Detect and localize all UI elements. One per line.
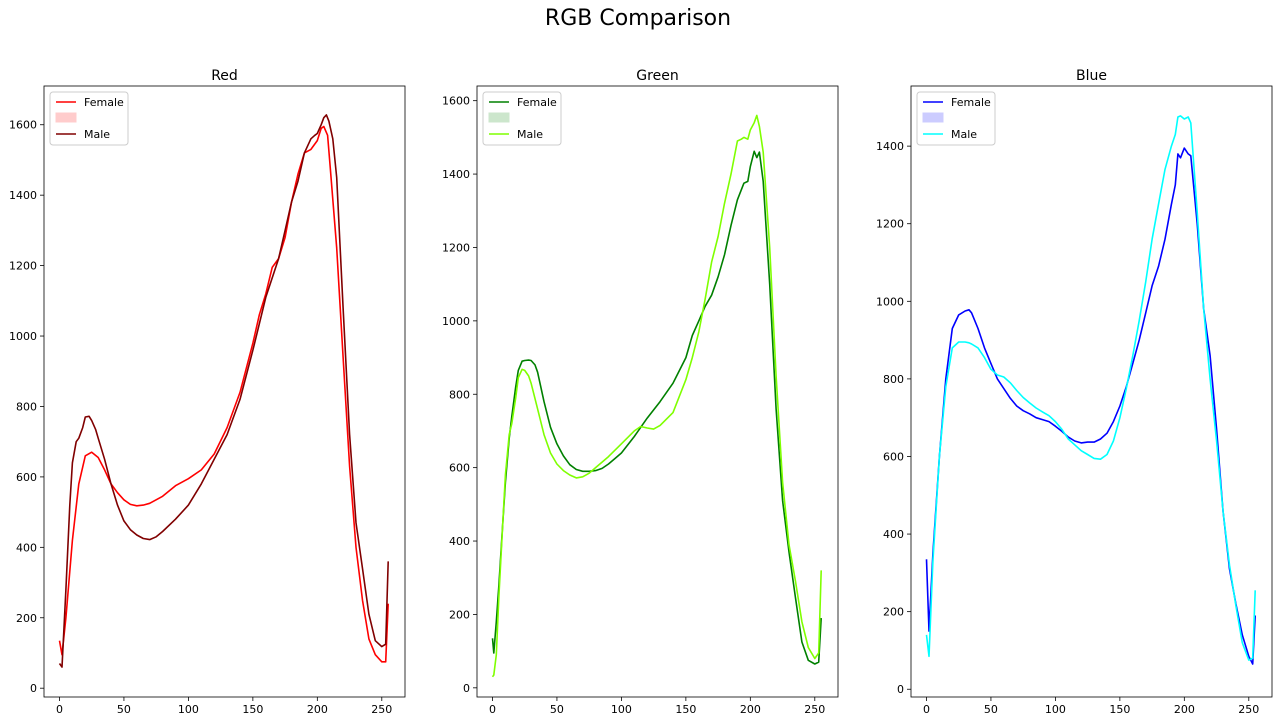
x-tick-label: 150 [242,703,263,716]
legend-swatch-fill [488,112,510,123]
series-line-male [925,115,1256,661]
y-tick-label: 800 [883,373,904,386]
series-line-female [491,150,822,665]
y-tick-label: 400 [883,528,904,541]
x-tick-label: 200 [307,703,328,716]
y-tick-label: 200 [16,612,37,625]
legend-swatch-fill [55,112,77,123]
y-tick-label: 200 [883,606,904,619]
y-tick-label: 1000 [442,315,470,328]
x-tick-label: 0 [56,703,63,716]
x-tick-label: 200 [1174,703,1195,716]
series-line-male [491,114,822,678]
x-tick-label: 50 [550,703,564,716]
subplot-green: Green 0 50 100 150 200 250 0 200 400 600 800 1000 120… [442,68,839,716]
series-line-male [58,114,389,668]
y-tick-label: 600 [883,450,904,463]
x-tick-label: 100 [611,703,632,716]
x-tick-label: 150 [1109,703,1130,716]
legend-box [916,91,996,146]
y-tick-label: 1200 [876,218,904,231]
series-line-female [58,125,389,663]
y-tick-label: 600 [16,471,37,484]
series-line-female [925,147,1256,665]
x-tick-label: 50 [984,703,998,716]
x-tick-label: 50 [117,703,131,716]
subplot-blue: Blue 0 50 100 150 200 250 0 200 400 600 800 1000 1200… [876,68,1273,716]
legend-box [482,91,562,146]
y-tick-label: 800 [449,388,470,401]
legend-label-female: Female [951,96,991,109]
y-tick-label: 1600 [9,119,37,132]
legend-label-male: Male [84,128,110,141]
x-tick-label: 100 [178,703,199,716]
axes-frame [476,85,839,698]
legend-label-female: Female [517,96,557,109]
x-tick-label: 250 [804,703,825,716]
x-tick-label: 100 [1045,703,1066,716]
subplot-title: Blue [1076,68,1107,84]
y-tick-label: 0 [463,682,470,695]
x-tick-label: 0 [923,703,930,716]
legend: Female Male [49,91,129,146]
y-tick-label: 1400 [876,140,904,153]
subplot-title: Red [211,68,238,84]
x-tick-label: 150 [675,703,696,716]
x-tick-label: 0 [489,703,496,716]
axes-frame [43,85,406,698]
y-tick-label: 1200 [442,241,470,254]
y-tick-label: 1400 [442,168,470,181]
axes-frame [910,85,1273,698]
x-tick-label: 250 [1238,703,1259,716]
y-tick-label: 400 [449,535,470,548]
legend: Female Male [916,91,996,146]
x-tick-label: 200 [740,703,761,716]
figure-title: RGB Comparison [545,6,731,31]
subplot-title: Green [636,68,678,84]
legend-label-male: Male [951,128,977,141]
subplot-red: Red 0 50 100 150 200 250 0 200 400 600 800 1000 1200 1… [9,68,406,716]
legend-swatch-fill [922,112,944,123]
legend: Female Male [482,91,562,146]
y-tick-label: 1000 [9,330,37,343]
y-tick-label: 1600 [442,95,470,108]
y-tick-label: 400 [16,541,37,554]
y-tick-label: 1000 [876,295,904,308]
y-tick-label: 600 [449,462,470,475]
y-tick-label: 0 [897,683,904,696]
x-tick-label: 250 [371,703,392,716]
legend-label-female: Female [84,96,124,109]
y-tick-label: 800 [16,400,37,413]
legend-label-male: Male [517,128,543,141]
y-tick-label: 1400 [9,189,37,202]
legend-box [49,91,129,146]
y-tick-label: 200 [449,608,470,621]
y-tick-label: 1200 [9,260,37,273]
y-tick-label: 0 [30,682,37,695]
